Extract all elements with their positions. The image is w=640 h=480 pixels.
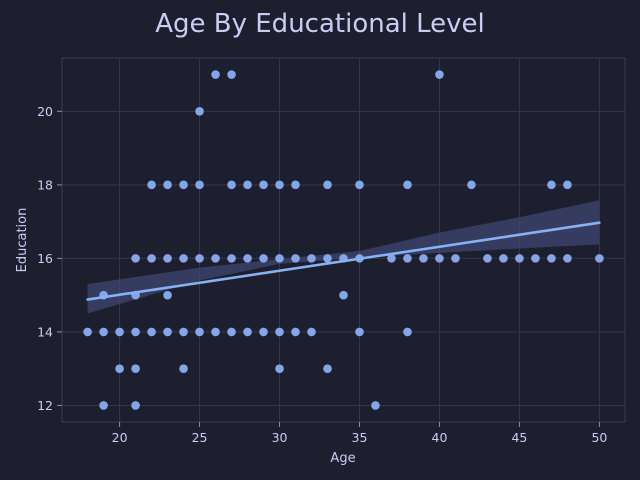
data-point — [403, 254, 412, 263]
data-point — [291, 180, 300, 190]
data-point — [131, 327, 140, 337]
data-point — [115, 364, 124, 373]
data-point — [131, 364, 140, 373]
data-point — [323, 254, 332, 263]
x-tick-label: 50 — [591, 430, 607, 445]
data-point — [243, 254, 252, 263]
data-point — [227, 70, 236, 79]
data-point — [163, 180, 172, 190]
x-tick-label: 25 — [192, 430, 208, 445]
data-point — [483, 254, 492, 263]
data-point — [195, 107, 204, 116]
data-point — [371, 401, 380, 410]
data-point — [195, 254, 204, 263]
data-point — [403, 180, 412, 190]
data-point — [259, 327, 268, 337]
data-point — [291, 327, 300, 337]
y-tick-label: 12 — [37, 398, 53, 413]
data-point — [131, 254, 140, 263]
x-tick-label: 45 — [511, 430, 527, 445]
data-point — [147, 254, 156, 263]
x-tick-label: 20 — [112, 430, 128, 445]
data-point — [563, 180, 572, 190]
data-point — [531, 254, 540, 263]
data-point — [435, 70, 444, 79]
data-point — [547, 180, 556, 190]
y-tick-label: 20 — [37, 104, 53, 119]
data-point — [163, 254, 172, 263]
regression-line-group — [86, 221, 601, 301]
regression-line — [86, 221, 601, 301]
data-point — [227, 327, 236, 337]
data-point — [179, 327, 188, 337]
data-point — [131, 401, 140, 410]
data-point — [211, 327, 220, 337]
data-point — [99, 401, 108, 410]
data-point — [99, 327, 108, 337]
data-point — [163, 290, 172, 300]
data-point — [291, 254, 300, 263]
data-point — [147, 327, 156, 337]
x-tick-label: 30 — [272, 430, 288, 445]
axis-ticks: 20 25 30 35 40 45 50 12 14 16 18 20 — [37, 104, 607, 445]
data-point — [211, 70, 220, 79]
data-point — [115, 327, 124, 337]
data-point — [387, 254, 396, 263]
data-point — [275, 254, 284, 263]
data-point — [227, 254, 236, 263]
data-point — [595, 254, 604, 263]
data-point — [83, 327, 92, 337]
data-point — [147, 180, 156, 190]
data-point — [195, 327, 204, 337]
data-point — [275, 180, 284, 190]
data-point — [259, 254, 268, 263]
data-point — [323, 364, 332, 373]
y-tick-label: 14 — [37, 324, 53, 339]
x-tick-label: 35 — [352, 430, 368, 445]
data-point — [179, 364, 188, 373]
y-tick-label: 18 — [37, 177, 53, 192]
x-tick-label: 40 — [432, 430, 448, 445]
data-point — [515, 254, 524, 263]
data-point — [307, 327, 316, 337]
data-point — [227, 180, 236, 190]
data-point — [355, 180, 364, 190]
chart-title: Age By Educational Level — [155, 9, 485, 39]
data-point — [563, 254, 572, 263]
data-point — [211, 254, 220, 263]
data-point — [195, 180, 204, 190]
y-axis-label: Education — [15, 208, 30, 273]
data-point — [307, 254, 316, 263]
data-point — [547, 254, 556, 263]
data-point — [355, 327, 364, 337]
scatter-points — [83, 70, 604, 410]
data-point — [403, 327, 412, 337]
y-tick-label: 16 — [37, 251, 53, 266]
data-point — [243, 327, 252, 337]
data-point — [259, 180, 268, 190]
data-point — [435, 254, 444, 263]
data-point — [451, 254, 460, 263]
data-point — [163, 327, 172, 337]
data-point — [275, 364, 284, 373]
data-point — [275, 327, 284, 337]
data-point — [467, 180, 476, 190]
data-point — [323, 180, 332, 190]
x-axis-label: Age — [330, 451, 355, 466]
data-point — [499, 254, 508, 263]
data-point — [419, 254, 428, 263]
data-point — [179, 254, 188, 263]
data-point — [243, 180, 252, 190]
data-point — [339, 290, 348, 300]
data-point — [179, 180, 188, 190]
